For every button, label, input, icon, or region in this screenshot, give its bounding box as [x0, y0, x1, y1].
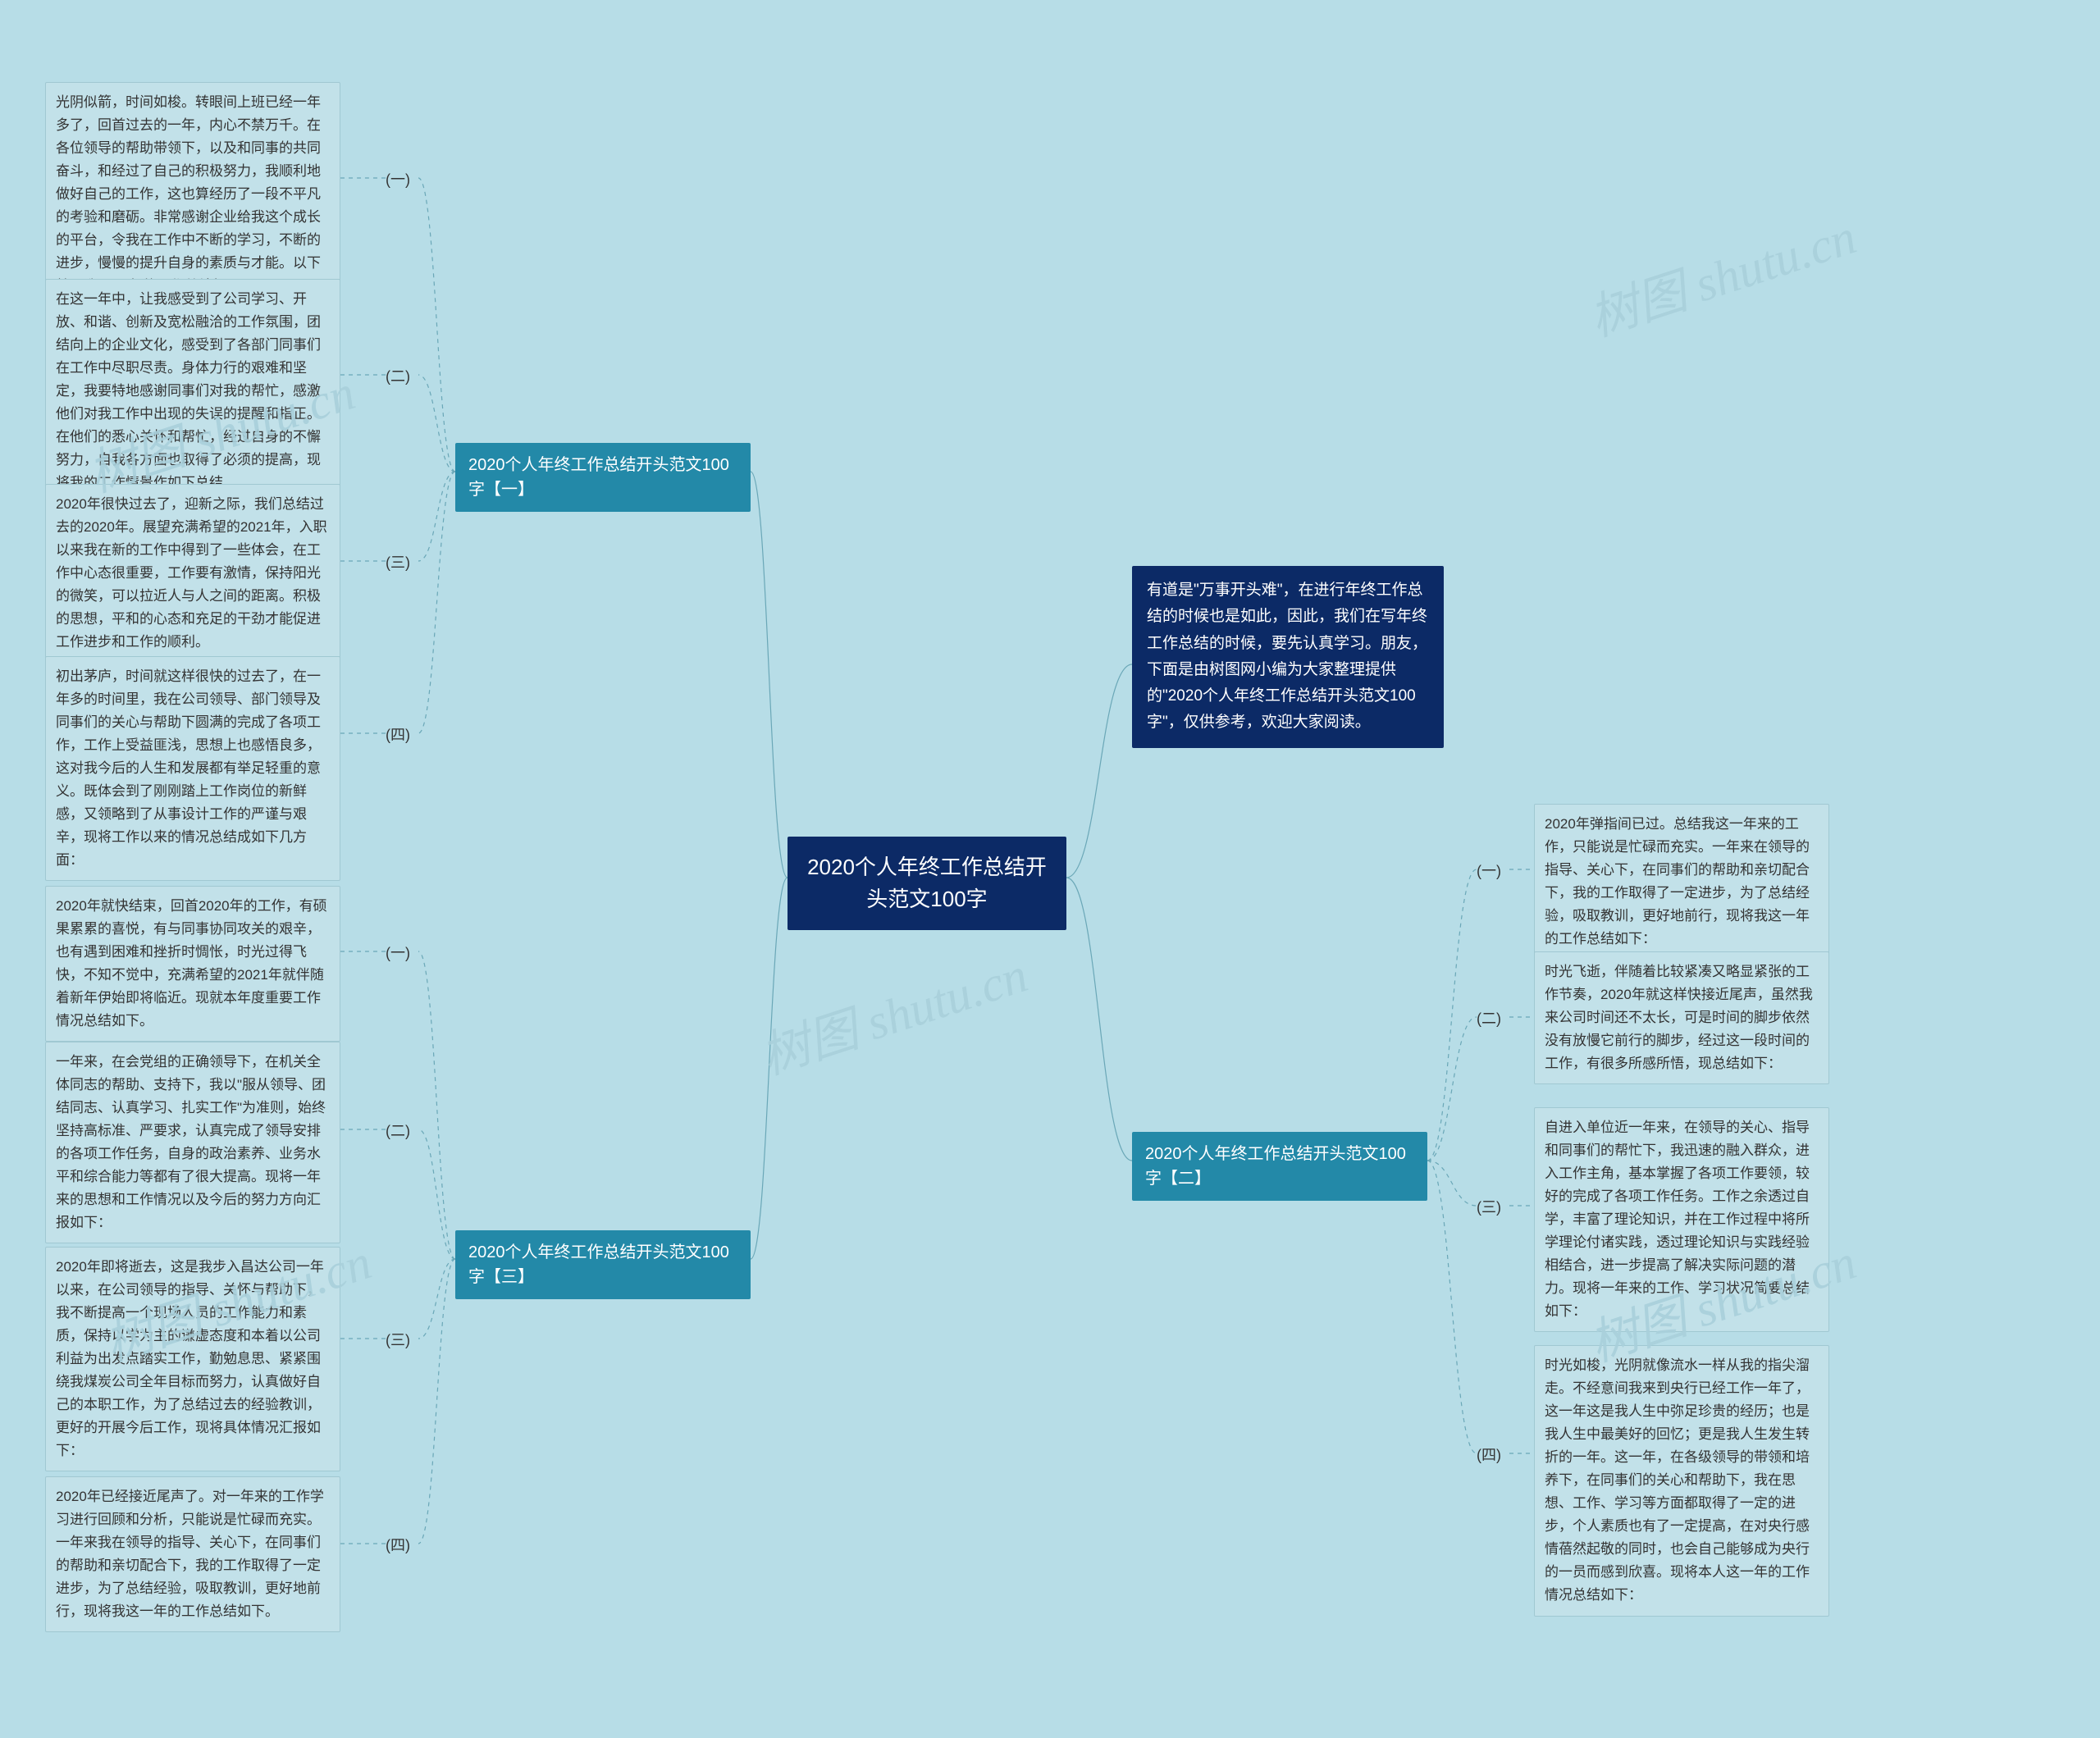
- s1-num-4: (四): [386, 723, 410, 745]
- s3-num-2: (二): [386, 1120, 410, 1141]
- s3-leaf-4: 2020年已经接近尾声了。对一年来的工作学习进行回顾和分析，只能说是忙碌而充实。…: [45, 1476, 340, 1632]
- s2-num-3: (三): [1477, 1196, 1501, 1217]
- mindmap-center-node: 2020个人年终工作总结开头范文100字: [788, 837, 1066, 930]
- s1-num-1: (一): [386, 168, 410, 189]
- s2-leaf-4: 时光如梭，光阴就像流水一样从我的指尖溜走。不经意间我来到央行已经工作一年了，这一…: [1534, 1345, 1829, 1617]
- intro-node: 有道是"万事开头难"，在进行年终工作总结的时候也是如此，因此，我们在写年终工作总…: [1132, 566, 1444, 748]
- s2-num-1: (一): [1477, 860, 1501, 881]
- s2-leaf-2: 时光飞逝，伴随着比较紧凑又略显紧张的工作节奏，2020年就这样快接近尾声，虽然我…: [1534, 951, 1829, 1084]
- s2-num-4: (四): [1477, 1444, 1501, 1465]
- section-2-node: 2020个人年终工作总结开头范文100字【二】: [1132, 1132, 1427, 1201]
- s2-leaf-1: 2020年弹指间已过。总结我这一年来的工作，只能说是忙碌而充实。一年来在领导的指…: [1534, 804, 1829, 960]
- watermark: 树图 shutu.cn: [1579, 197, 1864, 350]
- s1-leaf-2: 在这一年中，让我感受到了公司学习、开放、和谐、创新及宽松融洽的工作氛围，团结向上…: [45, 279, 340, 504]
- section-3-node: 2020个人年终工作总结开头范文100字【三】: [455, 1230, 751, 1299]
- s2-num-2: (二): [1477, 1007, 1501, 1029]
- s3-num-1: (一): [386, 942, 410, 963]
- s1-leaf-4: 初出茅庐，时间就这样很快的过去了，在一年多的时间里，我在公司领导、部门领导及同事…: [45, 656, 340, 881]
- s3-leaf-3: 2020年即将逝去，这是我步入昌达公司一年以来，在公司领导的指导、关怀与帮助下，…: [45, 1247, 340, 1471]
- s3-leaf-1: 2020年就快结束，回首2020年的工作，有硕果累累的喜悦，有与同事协同攻关的艰…: [45, 886, 340, 1042]
- s1-leaf-3: 2020年很快过去了，迎新之际，我们总结过去的2020年。展望充满希望的2021…: [45, 484, 340, 663]
- s3-num-3: (三): [386, 1329, 410, 1350]
- s3-num-4: (四): [386, 1534, 410, 1555]
- s1-num-2: (二): [386, 365, 410, 386]
- s1-leaf-1: 光阴似箭，时间如梭。转眼间上班已经一年多了，回首过去的一年，内心不禁万千。在各位…: [45, 82, 340, 307]
- s2-leaf-3: 自进入单位近一年来，在领导的关心、指导和同事们的帮忙下，我迅速的融入群众，进入工…: [1534, 1107, 1829, 1332]
- watermark: 树图 shutu.cn: [751, 935, 1035, 1088]
- s3-leaf-2: 一年来，在会党组的正确领导下，在机关全体同志的帮助、支持下，我以"服从领导、团结…: [45, 1042, 340, 1243]
- section-1-node: 2020个人年终工作总结开头范文100字【一】: [455, 443, 751, 512]
- s1-num-3: (三): [386, 551, 410, 572]
